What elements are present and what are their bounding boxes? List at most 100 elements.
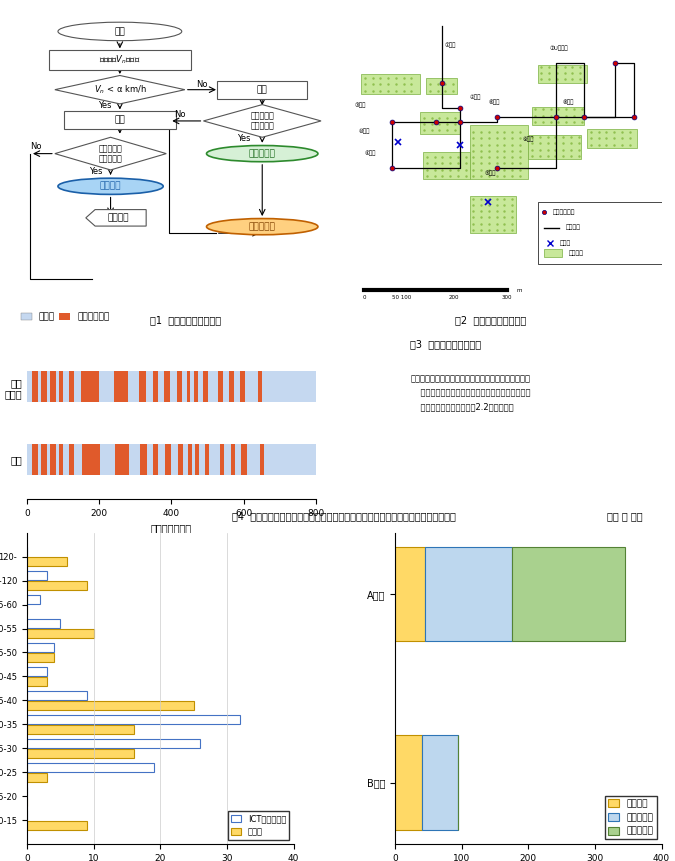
Bar (56, 444, 59, 474)
Bar (207, 371, 218, 402)
Bar (27, 571, 47, 580)
Bar (63, 444, 69, 474)
Bar (38, 444, 41, 474)
Legend: ：移動, ：給水栓操作: ：移動, ：給水栓操作 (17, 309, 113, 325)
Bar (177, 371, 182, 402)
X-axis label: 経過時間（秒）: 経過時間（秒） (151, 523, 192, 534)
Bar (140, 444, 147, 474)
Bar (27, 772, 47, 782)
FancyBboxPatch shape (49, 50, 191, 70)
Bar (512, 547, 625, 641)
Bar (27, 629, 94, 638)
Bar (27, 749, 134, 758)
Bar (263, 371, 316, 402)
Bar (51, 371, 56, 402)
Bar (169, 371, 177, 402)
FancyBboxPatch shape (64, 111, 176, 129)
Bar (27, 653, 53, 662)
Bar (69, 371, 74, 402)
Text: 図2  収集された移動軌跡: 図2 収集された移動軌跡 (454, 315, 526, 325)
Text: 管理圃場: 管理圃場 (568, 251, 584, 256)
Bar (199, 444, 205, 474)
Polygon shape (203, 104, 321, 137)
Text: $V_n$ < α km/h: $V_n$ < α km/h (94, 84, 146, 96)
Text: 集落間移動: 集落間移動 (249, 222, 275, 231)
Bar (27, 691, 87, 700)
Text: 0: 0 (362, 294, 366, 300)
Bar (158, 371, 164, 402)
Bar (146, 371, 153, 402)
Bar (188, 444, 192, 474)
Ellipse shape (58, 178, 163, 195)
Text: 集落内移動: 集落内移動 (249, 149, 275, 158)
Bar (82, 444, 100, 474)
FancyBboxPatch shape (361, 74, 420, 94)
FancyBboxPatch shape (538, 202, 662, 264)
Bar (218, 371, 223, 402)
Bar (165, 444, 171, 474)
Bar (194, 371, 198, 402)
Bar (139, 371, 146, 402)
Bar (100, 444, 115, 474)
Text: 起点と終点
が同一集落: 起点と終点 が同一集落 (250, 111, 274, 131)
Bar (56, 371, 59, 402)
FancyBboxPatch shape (217, 81, 307, 99)
Bar (129, 444, 140, 474)
Bar (231, 444, 235, 474)
Bar (147, 444, 153, 474)
Text: No: No (174, 110, 186, 119)
Bar (178, 444, 183, 474)
Text: 走行軌跡: 走行軌跡 (566, 225, 580, 230)
Bar (74, 444, 82, 474)
Bar (27, 763, 154, 771)
Text: Yes: Yes (98, 101, 111, 110)
Bar (27, 821, 87, 830)
Bar (27, 643, 53, 652)
FancyBboxPatch shape (531, 107, 584, 125)
Bar (27, 677, 47, 686)
Text: No: No (196, 80, 208, 89)
Text: ③右折: ③右折 (355, 102, 367, 108)
Bar (230, 371, 234, 402)
Bar (27, 444, 32, 474)
Bar (113, 371, 128, 402)
Bar (27, 715, 240, 724)
Text: Yes: Yes (238, 134, 251, 144)
Text: 給水栓: 給水栓 (560, 240, 570, 246)
Text: 移動速度$V_n$の計算: 移動速度$V_n$の計算 (99, 53, 140, 66)
Bar (128, 371, 139, 402)
Text: 一時停止: 一時停止 (107, 214, 129, 222)
Bar (246, 371, 258, 402)
Bar (186, 371, 190, 402)
Bar (74, 371, 81, 402)
Bar (47, 371, 51, 402)
Ellipse shape (58, 22, 182, 40)
Bar (27, 581, 87, 590)
Text: Yes: Yes (89, 167, 103, 177)
Bar (183, 444, 188, 474)
Bar (225, 444, 231, 474)
Text: ⑥直進: ⑥直進 (488, 100, 500, 105)
Bar (32, 371, 38, 402)
Text: 図1  移動判別モジュール: 図1 移動判別モジュール (150, 315, 221, 325)
Text: ⑦Uターン: ⑦Uターン (550, 46, 569, 52)
Text: 停止: 停止 (115, 115, 126, 125)
Bar (159, 444, 165, 474)
Bar (425, 547, 512, 641)
Bar (27, 725, 134, 734)
Text: 図3  水管理作業分析結果: 図3 水管理作業分析結果 (410, 339, 481, 350)
Ellipse shape (207, 219, 318, 235)
Text: 開始: 開始 (115, 27, 126, 36)
Bar (51, 444, 56, 474)
Bar (240, 371, 246, 402)
Bar (27, 371, 32, 402)
Text: 停止位置が
取水口付近: 停止位置が 取水口付近 (99, 144, 122, 164)
Text: No: No (30, 142, 42, 152)
FancyBboxPatch shape (470, 125, 529, 179)
Bar (203, 371, 207, 402)
Text: ⑩左折: ⑩左折 (358, 128, 369, 133)
FancyBboxPatch shape (423, 152, 470, 179)
Bar (395, 547, 425, 641)
Bar (27, 595, 40, 604)
Bar (209, 444, 220, 474)
